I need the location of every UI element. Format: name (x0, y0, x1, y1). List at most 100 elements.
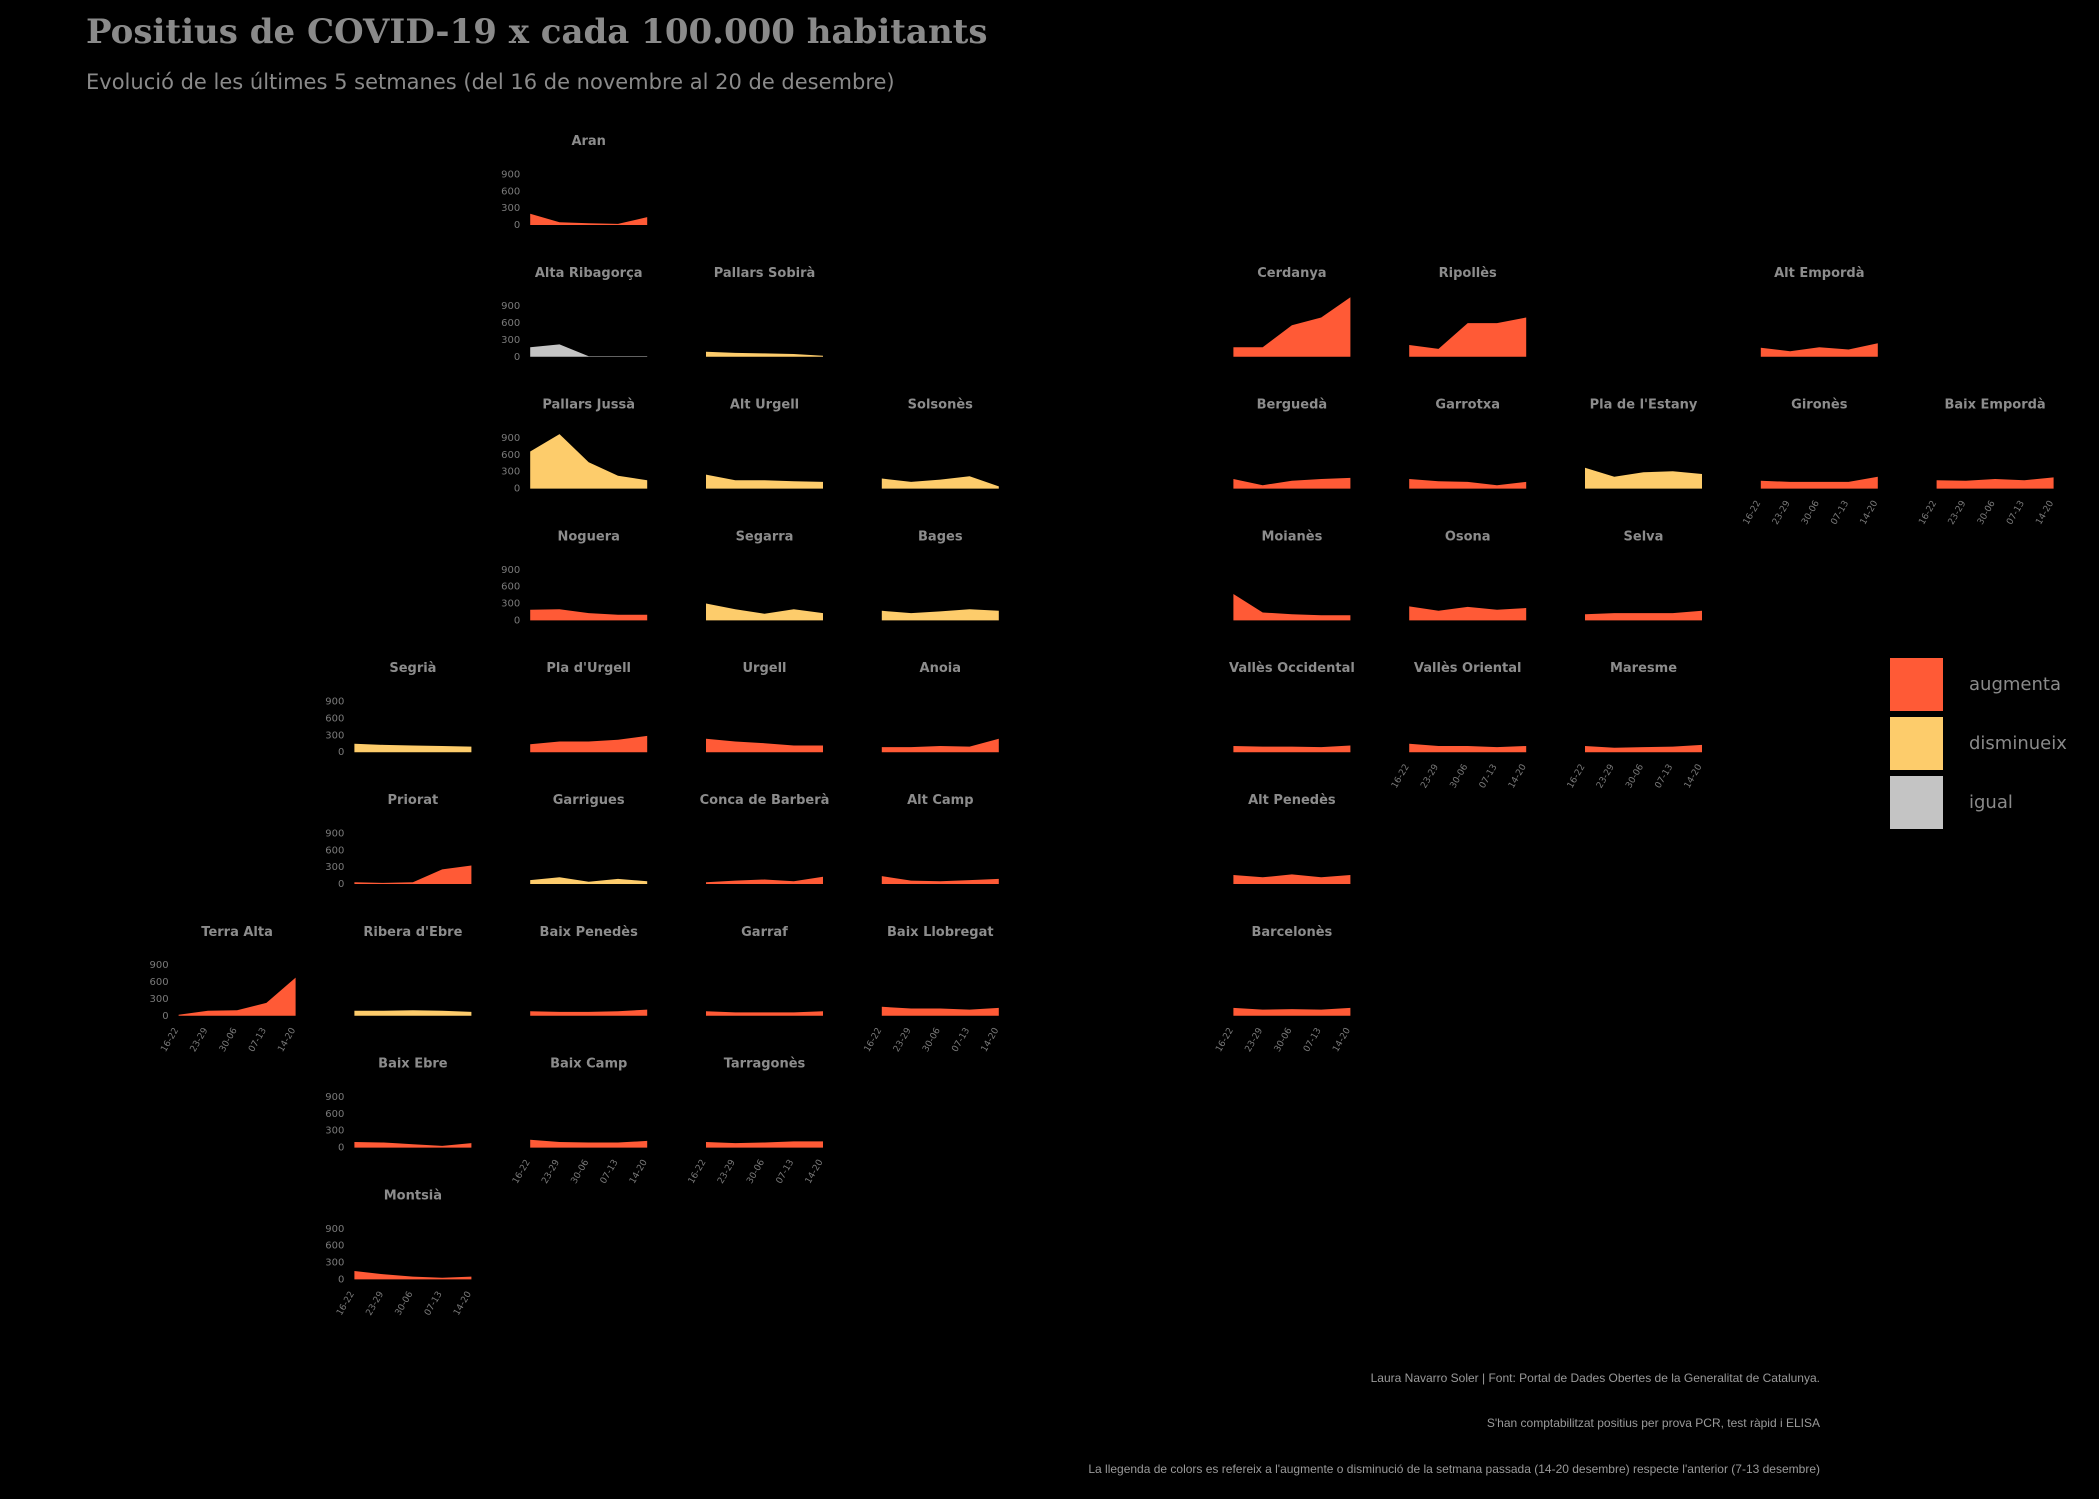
panel-title: Cerdanya (1257, 266, 1326, 281)
area-mark (706, 351, 823, 357)
panel-title: Montsià (384, 1188, 442, 1203)
area-mark (1409, 479, 1527, 489)
panel-solson-s: Solsonès (881, 398, 999, 489)
panel-alt-pened-s: Alt Penedès (1233, 793, 1351, 884)
y-tick-label: 900 (325, 1224, 344, 1235)
y-tick-label: 600 (325, 845, 344, 856)
x-tick-label: 14-20 (980, 1026, 1002, 1054)
x-tick-label: 23-29 (716, 1158, 738, 1186)
panel-segri-: Segrià 900 600 300 0 (325, 661, 472, 758)
area-mark (1409, 743, 1527, 753)
x-tick-label: 14-20 (276, 1026, 298, 1054)
panel-baix-pened-s: Baix Penedès (530, 925, 648, 1016)
area-mark (1233, 874, 1351, 884)
y-tick-label: 0 (338, 1274, 344, 1285)
area-mark (530, 344, 648, 357)
panel-maresme: Maresme 16-22 23-29 30-06 07-13 14-20 (1566, 661, 1705, 790)
panel-title: Bages (918, 529, 963, 544)
x-tick-label: 16-22 (1917, 499, 1939, 527)
x-tick-label: 07-13 (247, 1026, 269, 1054)
panel-title: Conca de Barberà (700, 793, 830, 808)
y-tick-label: 600 (501, 186, 520, 197)
panel-title: Moianès (1261, 529, 1322, 544)
panel-title: Pla d'Urgell (546, 661, 631, 676)
x-tick-label: 07-13 (2005, 499, 2027, 527)
panel-title: Maresme (1610, 661, 1677, 676)
x-tick-label: 07-13 (775, 1158, 797, 1186)
x-tick-label: 30-06 (1273, 1026, 1295, 1054)
panel-pallars-juss-: Pallars Jussà 900 600 300 0 (501, 398, 648, 495)
area-mark (881, 876, 999, 884)
legend-swatch-igual (1890, 776, 1943, 829)
x-tick-label: 30-06 (218, 1026, 240, 1054)
panel-title: Barcelonès (1251, 925, 1332, 940)
x-tick-label: 30-06 (1449, 762, 1471, 790)
panel-baix-empord-: Baix Empordà 16-22 23-29 30-06 07-13 14-20 (1917, 398, 2056, 527)
panel-title: Alt Penedès (1248, 793, 1336, 808)
panel-bages: Bages (881, 529, 999, 621)
x-tick-label: 16-22 (1214, 1026, 1236, 1054)
panel-garrigues: Garrigues (530, 793, 648, 884)
x-tick-label: 23-29 (1419, 763, 1441, 791)
y-tick-label: 300 (325, 1126, 344, 1137)
panel-pallars-sobir-: Pallars Sobirà (706, 266, 823, 357)
area-mark (1233, 297, 1351, 357)
area-mark (354, 865, 472, 884)
area-mark (354, 1142, 472, 1148)
panel-alt-camp: Alt Camp (881, 793, 999, 884)
y-tick-label: 300 (501, 599, 520, 610)
x-tick-label: 14-20 (1507, 762, 1529, 790)
y-tick-label: 0 (514, 615, 520, 626)
panel-giron-s: Gironès 16-22 23-29 30-06 07-13 14-20 (1742, 398, 1881, 527)
x-tick-label: 23-29 (365, 1290, 387, 1318)
panel-urgell: Urgell (706, 661, 823, 753)
panel-vall-s-occidental: Vallès Occidental (1229, 661, 1355, 753)
panel-alta-ribagor-a: Alta Ribagorça 900 600 300 0 (501, 266, 648, 363)
x-tick-label: 30-06 (921, 1026, 943, 1054)
panel-priorat: Priorat 900 600 300 0 (325, 793, 472, 890)
panel-title: Alt Urgell (730, 398, 799, 413)
panel-cerdanya: Cerdanya (1233, 266, 1351, 357)
area-mark (706, 738, 823, 753)
panel-title: Pallars Jussà (542, 398, 635, 413)
area-mark (1585, 610, 1702, 621)
chart-title: Positius de COVID-19 x cada 100.000 habi… (86, 12, 988, 52)
x-tick-label: 30-06 (745, 1158, 767, 1186)
y-tick-label: 0 (338, 879, 344, 890)
panel-title: Segrià (389, 661, 436, 676)
panel-title: Terra Alta (201, 925, 273, 940)
legend-label-disminueix: disminueix (1969, 733, 2067, 754)
x-tick-label: 16-22 (1390, 763, 1412, 791)
y-tick-label: 300 (325, 1258, 344, 1269)
legend-label-augmenta: augmenta (1969, 674, 2061, 695)
x-tick-label: 14-20 (2034, 499, 2056, 527)
x-tick-label: 16-22 (159, 1026, 181, 1054)
panel-title: Baix Ebre (378, 1057, 448, 1072)
panel-title: Aran (571, 134, 606, 149)
caption-note: S'han comptabilitzat positius per prova … (1486, 1416, 1820, 1430)
area-mark (1936, 477, 2054, 489)
panel-title: Pla de l'Estany (1590, 398, 1698, 413)
y-tick-label: 600 (325, 1241, 344, 1252)
panel-terra-alta: Terra Alta 900 600 300 0 16-22 23-29 30-06 07-13… (150, 925, 299, 1054)
y-tick-label: 900 (501, 301, 520, 312)
y-tick-label: 300 (501, 467, 520, 478)
x-tick-label: 07-13 (1654, 763, 1676, 791)
panel-title: Selva (1624, 529, 1664, 544)
panel-title: Anoia (920, 661, 961, 676)
panel-title: Alta Ribagorça (535, 266, 643, 281)
x-tick-label: 07-13 (950, 1026, 972, 1054)
y-tick-label: 600 (501, 450, 520, 461)
x-tick-label: 30-06 (570, 1158, 592, 1186)
area-mark (706, 1011, 823, 1016)
chart-subtitle: Evolució de les últimes 5 setmanes (del … (86, 70, 895, 94)
panel-ribera-d-ebre: Ribera d'Ebre (354, 925, 472, 1016)
area-mark (530, 434, 648, 489)
panel-title: Garraf (741, 925, 788, 940)
x-tick-label: 23-29 (1947, 499, 1969, 527)
area-mark (881, 738, 999, 753)
y-tick-label: 300 (501, 203, 520, 214)
y-tick-label: 600 (325, 1109, 344, 1120)
x-tick-label: 14-20 (628, 1158, 650, 1186)
